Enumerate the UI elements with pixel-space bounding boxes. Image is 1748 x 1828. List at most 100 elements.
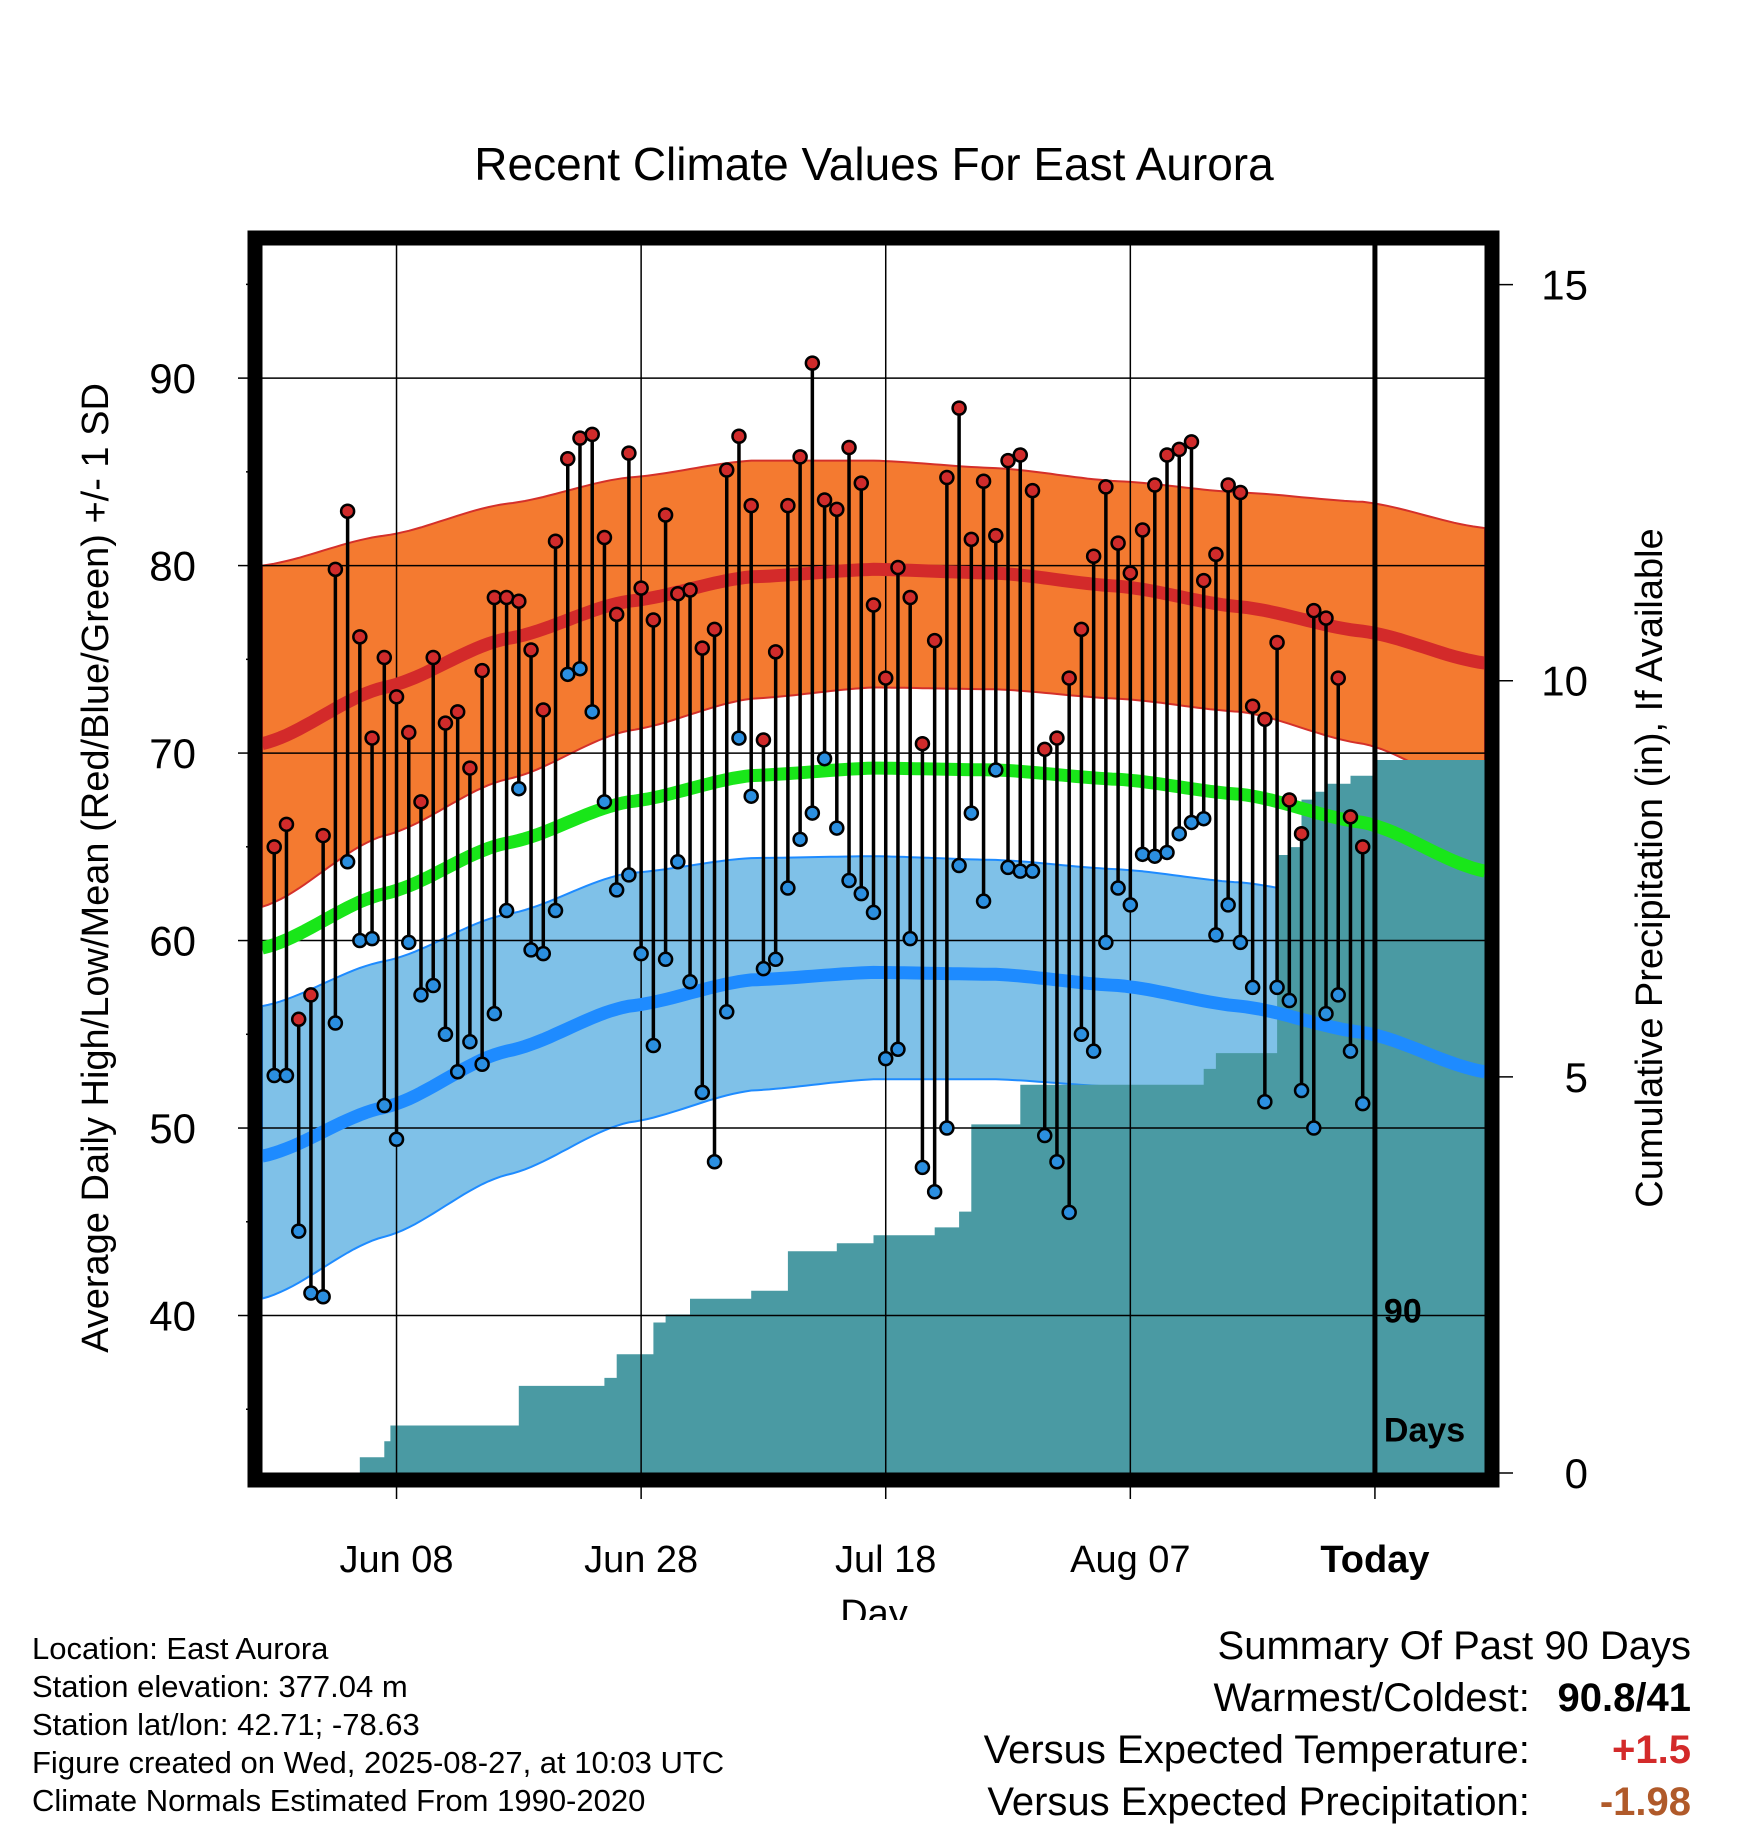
daily-high-point	[352, 629, 368, 645]
daily-low-point	[449, 1064, 466, 1080]
daily-high-point	[449, 704, 466, 720]
daily-high-point	[682, 582, 698, 598]
daily-low-point	[706, 1154, 723, 1170]
precip-anomaly-label: Versus Expected Precipitation:	[987, 1780, 1530, 1824]
location-text: Location: East Aurora	[32, 1631, 329, 1666]
daily-low-point	[1293, 1082, 1310, 1099]
low-normal-line	[262, 965, 1485, 1163]
daily-low-point	[804, 805, 821, 821]
precip-anomaly-value: -1.98	[1599, 1780, 1691, 1824]
daily-low-point	[877, 1050, 894, 1067]
daily-low-point	[315, 1289, 331, 1305]
daily-low-point	[547, 902, 564, 919]
daily-low-point	[584, 704, 600, 720]
daily-high-point	[1110, 535, 1126, 551]
daily-high-point	[633, 580, 649, 596]
daily-high-point	[608, 606, 625, 623]
daily-high-point	[1220, 477, 1236, 493]
y-axis-label-right: Cumulative Precipitation (in), If Availa…	[1629, 528, 1671, 1207]
daily-high-point	[327, 561, 344, 578]
x-tick-label: Jun 28	[584, 1539, 698, 1581]
daily-high-point	[890, 559, 906, 576]
daily-high-point	[755, 732, 772, 748]
y-tick-label-left: 60	[149, 918, 196, 965]
daily-high-point	[988, 527, 1004, 544]
x-tick-label-today: Today	[1320, 1539, 1429, 1581]
y-tick-label-right: 10	[1541, 658, 1588, 705]
daily-low-point	[902, 930, 918, 947]
daily-low-point	[462, 1034, 478, 1050]
daily-low-point	[425, 977, 441, 994]
daily-low-point	[1024, 863, 1041, 879]
daily-high-point	[376, 649, 393, 666]
station-metadata: Location: East Aurora Station elevation:…	[32, 1630, 724, 1820]
daily-low-point	[1159, 844, 1175, 861]
daily-high-point	[939, 469, 955, 486]
daily-low-point	[865, 904, 882, 921]
daily-high-point	[1061, 670, 1077, 686]
daily-low-point	[633, 945, 649, 962]
cumulative-precip-area	[359, 760, 1485, 1473]
daily-low-point	[1085, 1043, 1102, 1059]
daily-high-point	[1085, 548, 1102, 564]
temp-anomaly-label: Versus Expected Temperature:	[983, 1728, 1530, 1772]
window-label-days: Days	[1384, 1411, 1465, 1449]
daily-high-point	[596, 529, 613, 546]
y-tick-label-right: 0	[1565, 1450, 1588, 1497]
daily-low-point	[352, 932, 368, 949]
daily-low-point	[1061, 1204, 1077, 1221]
daily-high-point	[816, 492, 833, 508]
daily-high-point	[339, 503, 356, 519]
y-tick-label-right: 15	[1541, 262, 1588, 309]
plot-frame	[247, 230, 1500, 1488]
daily-high-point	[645, 612, 662, 628]
daily-high-point	[1232, 484, 1249, 501]
daily-low-point	[376, 1097, 393, 1114]
daily-low-point	[413, 987, 429, 1003]
daily-low-point	[388, 1131, 405, 1148]
daily-low-point	[1110, 880, 1126, 896]
summary-precip: Versus Expected Precipitation: -1.98	[984, 1776, 1691, 1828]
daily-high-point	[1281, 792, 1298, 808]
daily-low-point	[718, 1004, 735, 1020]
climate-chart: Recent Climate Values For East Aurora 90…	[75, 138, 1671, 1620]
daily-high-point	[462, 760, 478, 776]
daily-low-point	[560, 666, 576, 683]
daily-low-point	[474, 1056, 490, 1073]
daily-low-point	[1244, 979, 1261, 996]
daily-high-point	[474, 662, 490, 679]
daily-low-point	[1306, 1120, 1322, 1136]
daily-high-point	[804, 355, 821, 371]
daily-high-point	[792, 449, 808, 465]
daily-low-point	[841, 872, 857, 889]
daily-high-point	[1293, 825, 1310, 842]
daily-high-point	[1147, 477, 1163, 493]
high-normal-line	[262, 562, 1485, 750]
daily-high-point	[951, 400, 967, 416]
daily-high-point	[1098, 479, 1114, 495]
daily-high-point	[303, 987, 319, 1003]
daily-low-point	[939, 1120, 955, 1136]
daily-low-point	[1269, 979, 1285, 996]
daily-low-point	[511, 780, 527, 797]
daily-low-point	[1281, 992, 1298, 1009]
daily-low-point	[767, 951, 784, 968]
daily-low-point	[731, 730, 747, 746]
temp-anomaly-value: +1.5	[1612, 1728, 1691, 1772]
daily-low-point	[694, 1084, 711, 1101]
summary-temp: Versus Expected Temperature: +1.5	[984, 1724, 1691, 1776]
daily-high-point	[914, 735, 931, 752]
daily-high-point	[1354, 839, 1371, 855]
daily-high-point	[1318, 610, 1334, 626]
daily-low-point	[572, 660, 588, 677]
y-tick-label-left: 80	[149, 543, 196, 590]
daily-low-point	[792, 831, 808, 848]
daily-high-point	[694, 640, 711, 656]
daily-high-point	[547, 533, 564, 549]
daily-low-point	[535, 945, 552, 962]
x-axis-label: Day	[840, 1593, 908, 1620]
daily-high-point	[1257, 711, 1273, 728]
daily-low-point	[1318, 1005, 1334, 1022]
daily-high-point	[718, 462, 735, 478]
daily-high-point	[560, 450, 576, 467]
